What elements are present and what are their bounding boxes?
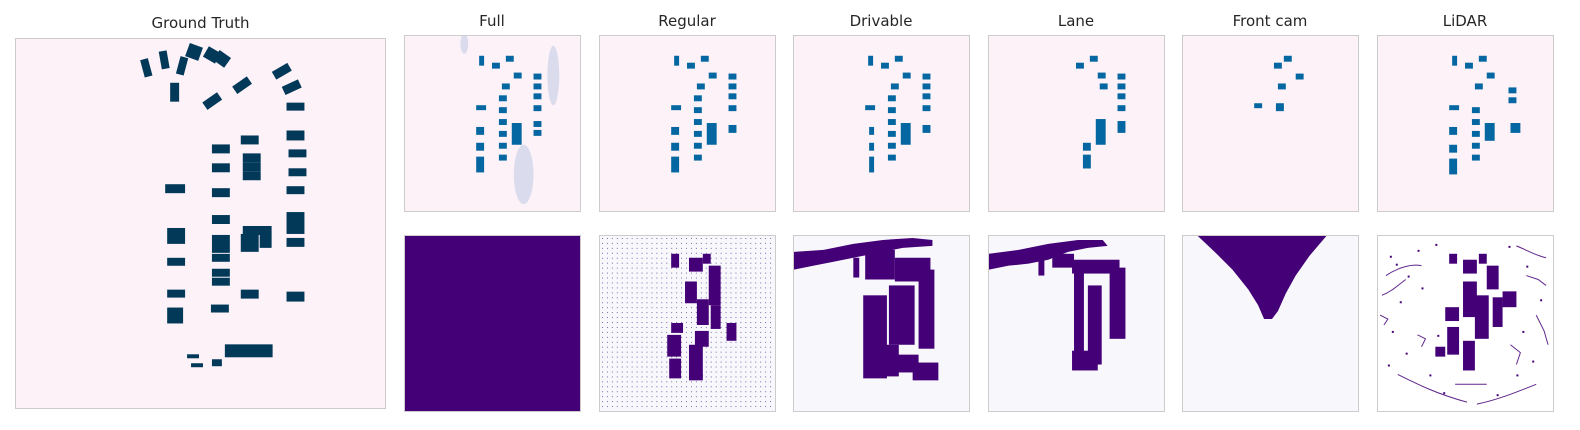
regular-mask [600,236,775,411]
drivable-mask [794,237,939,381]
title-lidar: LiDAR [1442,12,1488,30]
title-ground-truth: Ground Truth [151,14,250,32]
drivable-prediction-panel [793,35,970,212]
full-mask-panel [404,235,581,412]
lane-prediction-panel [988,35,1165,212]
regular-prediction-panel [599,35,776,212]
full-prediction-heatmap [460,36,560,205]
title-front-cam: Front cam [1232,12,1308,30]
title-drivable: Drivable [849,12,913,30]
front-cam-mask [1197,236,1327,320]
drivable-prediction-heatmap [865,55,931,173]
front-cam-mask-panel [1182,235,1359,412]
lidar-mask [1379,243,1549,405]
regular-mask-panel [599,235,776,412]
front-cam-prediction-panel [1182,35,1359,212]
drivable-mask-panel [793,235,970,412]
ground-truth-panel [15,38,386,409]
lane-prediction-heatmap [1076,55,1126,169]
lidar-prediction-panel [1377,35,1554,212]
title-full: Full [479,12,505,30]
front-cam-prediction-heatmap [1254,55,1304,112]
ground-truth-map [140,43,307,368]
lane-mask-panel [988,235,1165,412]
lidar-mask-panel [1377,235,1554,412]
full-prediction-panel [404,35,581,212]
lidar-prediction-heatmap [1449,55,1521,175]
title-lane: Lane [1057,12,1095,30]
title-regular: Regular [658,12,716,30]
lane-mask [989,239,1126,371]
full-mask [405,236,580,411]
regular-prediction-heatmap [671,55,737,173]
